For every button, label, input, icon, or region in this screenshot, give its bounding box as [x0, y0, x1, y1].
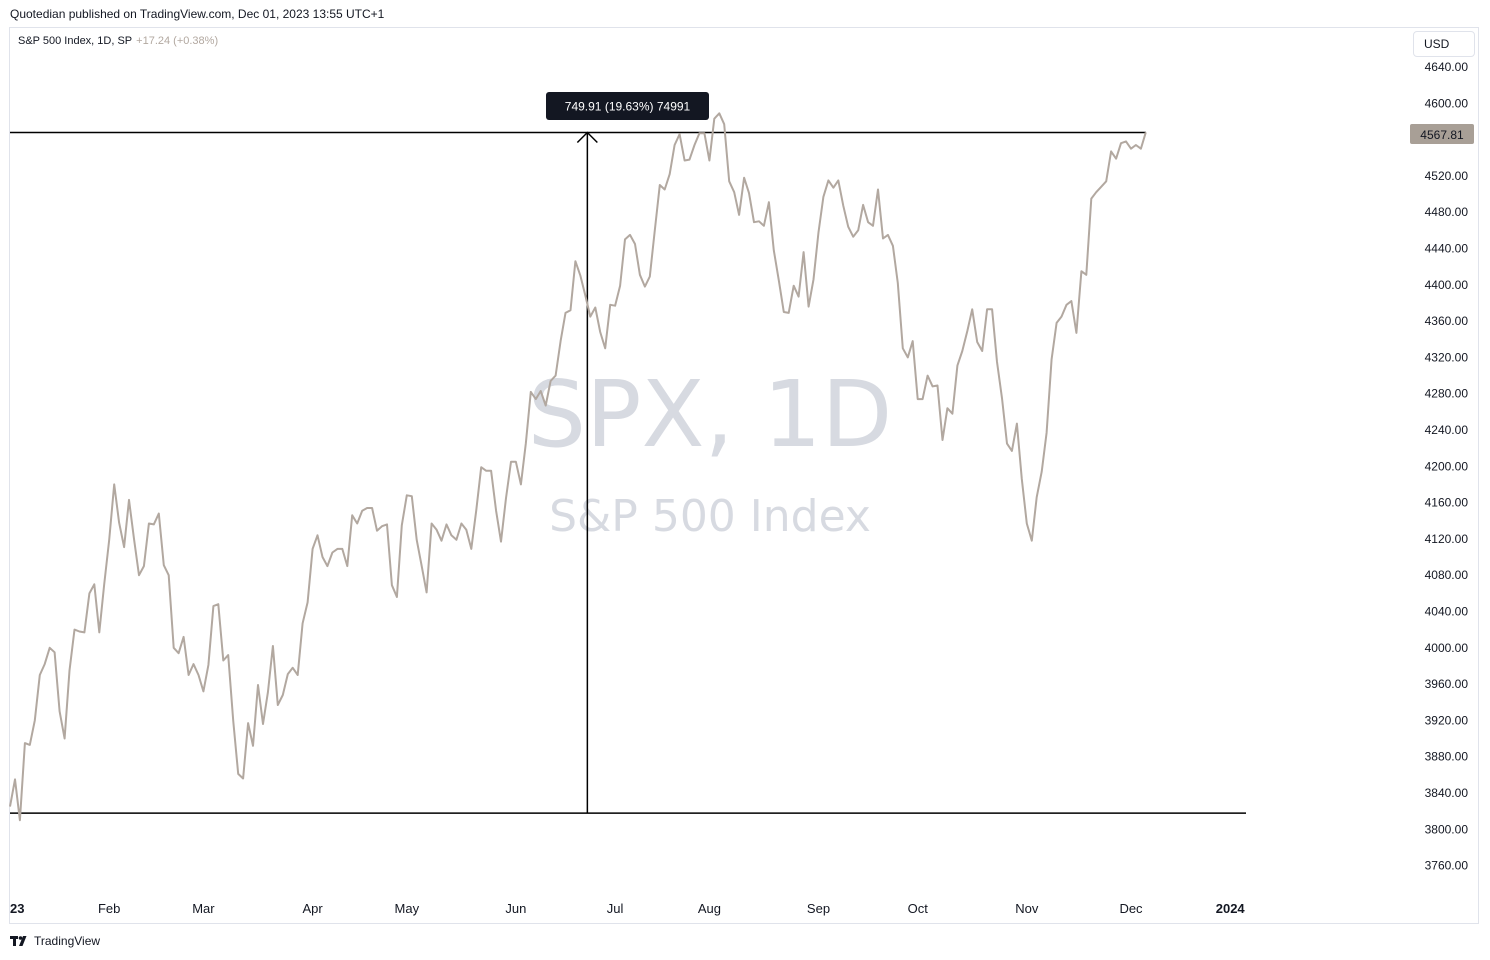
time-tick-label: Jul [607, 901, 624, 916]
time-tick-label: Dec [1119, 901, 1143, 916]
symbol-name: S&P 500 Index, 1D, SP [18, 35, 133, 47]
spx-price-line [9, 112, 1147, 822]
symbol-change: +17.24 (+0.38%) [136, 35, 219, 47]
currency-button[interactable]: USD [1413, 31, 1475, 57]
price-tick-label: 4080.00 [1425, 568, 1469, 582]
price-tick-label: 4000.00 [1425, 641, 1469, 655]
price-tick-label: 4480.00 [1425, 205, 1469, 219]
time-tick-label: Nov [1015, 901, 1039, 916]
watermark: SPX, 1D S&P 500 Index [528, 361, 893, 542]
price-tick-label: 4280.00 [1425, 387, 1469, 401]
price-tick-label: 3920.00 [1425, 713, 1469, 727]
time-tick-label: 2024 [1216, 901, 1246, 916]
watermark-name: S&P 500 Index [549, 491, 871, 542]
annotations[interactable] [10, 131, 1246, 814]
footer-brand-text: TradingView [34, 934, 101, 948]
price-tick-label: 3800.00 [1425, 822, 1469, 836]
measure-label: 749.91 (19.63%) 74991 [546, 92, 709, 120]
price-tick-label: 4440.00 [1425, 242, 1469, 256]
time-tick-label: Apr [302, 901, 323, 916]
series-layer [9, 112, 1147, 822]
time-tick-label: Aug [698, 901, 721, 916]
time-tick-label: 23 [10, 901, 24, 916]
time-axis[interactable]: 23 Feb Mar Apr May Jun Jul Aug Sep Oct Nov Dec 2024 [10, 901, 1245, 916]
time-tick-label: Sep [807, 901, 830, 916]
measure-label-text: 749.91 (19.63%) 74991 [565, 100, 691, 114]
price-tick-label: 4200.00 [1425, 459, 1469, 473]
chart-frame [9, 27, 1479, 924]
price-tick-label: 4160.00 [1425, 496, 1469, 510]
price-tick-label: 3880.00 [1425, 750, 1469, 764]
published-caption: Quotedian published on TradingView.com, … [10, 7, 385, 21]
price-tick-label: 4320.00 [1425, 350, 1469, 364]
time-tick-label: Mar [192, 901, 215, 916]
time-tick-label: Feb [98, 901, 120, 916]
measure-arrow-head [576, 131, 598, 144]
measure-label-box [546, 92, 709, 120]
footer-brand[interactable]: TradingView [10, 934, 100, 948]
time-tick-label: May [395, 901, 420, 916]
price-tick-label: 3960.00 [1425, 677, 1469, 691]
last-price-tag: 4567.81 [1410, 124, 1474, 144]
symbol-legend[interactable]: S&P 500 Index, 1D, SP +17.24 (+0.38%) [18, 35, 218, 47]
watermark-symbol: SPX, 1D [528, 361, 893, 468]
time-tick-label: Oct [908, 901, 929, 916]
price-axis[interactable]: 4640.004600.004560.004520.004480.004440.… [1425, 60, 1469, 873]
price-tick-label: 3760.00 [1425, 859, 1469, 873]
price-tick-label: 4640.00 [1425, 60, 1469, 74]
price-tick-label: 4120.00 [1425, 532, 1469, 546]
price-tick-label: 4040.00 [1425, 605, 1469, 619]
price-tick-label: 4240.00 [1425, 423, 1469, 437]
last-price-tag-text: 4567.81 [1420, 128, 1464, 142]
time-tick-label: Jun [505, 901, 526, 916]
price-tick-label: 4360.00 [1425, 314, 1469, 328]
tradingview-logo-icon [10, 935, 30, 947]
price-tick-label: 3840.00 [1425, 786, 1469, 800]
price-tick-label: 4520.00 [1425, 169, 1469, 183]
price-tick-label: 4600.00 [1425, 96, 1469, 110]
price-tick-label: 4400.00 [1425, 278, 1469, 292]
last-price-tag-box [1410, 124, 1474, 144]
